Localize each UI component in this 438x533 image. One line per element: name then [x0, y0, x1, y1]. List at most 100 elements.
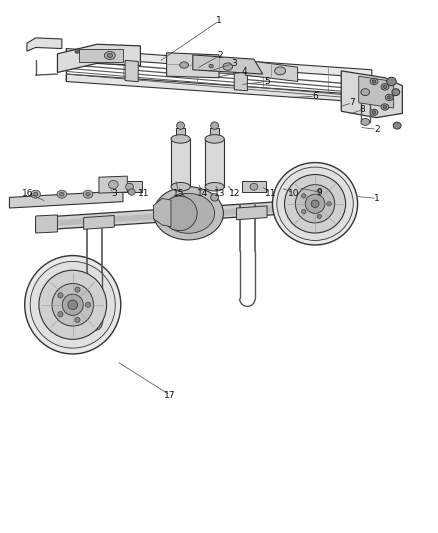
Ellipse shape: [223, 63, 233, 70]
Ellipse shape: [60, 192, 64, 196]
Ellipse shape: [171, 182, 190, 191]
Ellipse shape: [370, 78, 378, 85]
Ellipse shape: [177, 122, 184, 130]
Ellipse shape: [128, 189, 135, 195]
Ellipse shape: [250, 183, 258, 190]
Text: 3: 3: [111, 189, 117, 198]
Polygon shape: [234, 69, 247, 91]
Ellipse shape: [68, 300, 78, 310]
Polygon shape: [79, 49, 123, 62]
Ellipse shape: [85, 302, 91, 308]
Polygon shape: [99, 176, 127, 193]
Text: 3: 3: [231, 59, 237, 68]
Ellipse shape: [327, 201, 331, 206]
Ellipse shape: [211, 122, 219, 130]
Ellipse shape: [370, 109, 378, 116]
Ellipse shape: [305, 194, 325, 213]
Polygon shape: [171, 139, 190, 187]
Polygon shape: [66, 74, 372, 103]
Ellipse shape: [197, 63, 206, 69]
Ellipse shape: [104, 52, 115, 60]
Ellipse shape: [39, 270, 106, 340]
Ellipse shape: [311, 200, 319, 207]
Text: 4: 4: [241, 68, 247, 76]
Polygon shape: [66, 49, 372, 78]
Ellipse shape: [205, 135, 224, 143]
Ellipse shape: [372, 111, 376, 114]
Ellipse shape: [302, 194, 306, 198]
Polygon shape: [193, 55, 263, 74]
Text: 10: 10: [288, 189, 300, 198]
Text: 2: 2: [217, 51, 223, 60]
Ellipse shape: [31, 190, 40, 198]
Ellipse shape: [83, 190, 93, 198]
Polygon shape: [10, 191, 123, 208]
Text: 8: 8: [359, 105, 365, 114]
Ellipse shape: [317, 189, 321, 193]
Ellipse shape: [162, 196, 197, 231]
Text: 2: 2: [374, 125, 380, 134]
Ellipse shape: [361, 88, 370, 95]
Polygon shape: [27, 38, 62, 51]
Ellipse shape: [33, 192, 38, 196]
Ellipse shape: [383, 85, 387, 88]
Ellipse shape: [75, 49, 79, 53]
Ellipse shape: [285, 174, 346, 233]
Text: 12: 12: [229, 189, 240, 198]
Text: 17: 17: [164, 391, 176, 400]
Text: 11: 11: [138, 189, 150, 198]
Text: 13: 13: [214, 189, 226, 198]
Polygon shape: [35, 203, 328, 227]
Text: 9: 9: [317, 188, 322, 197]
Ellipse shape: [392, 88, 400, 95]
Ellipse shape: [180, 62, 188, 68]
Polygon shape: [117, 181, 142, 192]
Ellipse shape: [387, 77, 396, 86]
Polygon shape: [210, 128, 219, 139]
Polygon shape: [57, 44, 141, 72]
Ellipse shape: [58, 293, 63, 298]
Ellipse shape: [25, 256, 121, 354]
Text: 14: 14: [197, 189, 208, 198]
Ellipse shape: [58, 311, 63, 317]
Ellipse shape: [385, 94, 393, 101]
Ellipse shape: [381, 104, 389, 110]
Ellipse shape: [153, 187, 223, 240]
Polygon shape: [237, 206, 267, 220]
Text: 1: 1: [216, 17, 222, 26]
Polygon shape: [84, 215, 114, 229]
Ellipse shape: [57, 190, 67, 198]
Text: 5: 5: [264, 77, 270, 86]
Text: 16: 16: [22, 189, 34, 198]
Ellipse shape: [272, 163, 357, 245]
Polygon shape: [205, 139, 224, 187]
Ellipse shape: [86, 192, 90, 196]
Ellipse shape: [393, 122, 401, 129]
Ellipse shape: [275, 67, 286, 75]
Polygon shape: [242, 181, 266, 192]
Polygon shape: [35, 198, 328, 230]
Text: 1: 1: [374, 194, 380, 203]
Ellipse shape: [361, 118, 370, 125]
Ellipse shape: [171, 135, 190, 143]
Ellipse shape: [277, 167, 353, 240]
Ellipse shape: [209, 64, 213, 68]
Ellipse shape: [75, 317, 80, 322]
Ellipse shape: [302, 209, 306, 214]
Ellipse shape: [205, 182, 224, 191]
Ellipse shape: [383, 106, 387, 109]
Polygon shape: [166, 53, 219, 78]
Polygon shape: [245, 60, 297, 82]
Polygon shape: [153, 198, 171, 227]
Text: 11: 11: [265, 189, 276, 198]
Ellipse shape: [62, 294, 83, 316]
Ellipse shape: [388, 96, 391, 99]
Ellipse shape: [30, 262, 115, 348]
Ellipse shape: [109, 180, 118, 189]
Ellipse shape: [372, 80, 376, 83]
Ellipse shape: [107, 53, 113, 58]
Ellipse shape: [317, 214, 321, 219]
Text: 7: 7: [349, 98, 355, 107]
Ellipse shape: [126, 183, 134, 190]
Polygon shape: [125, 60, 138, 82]
